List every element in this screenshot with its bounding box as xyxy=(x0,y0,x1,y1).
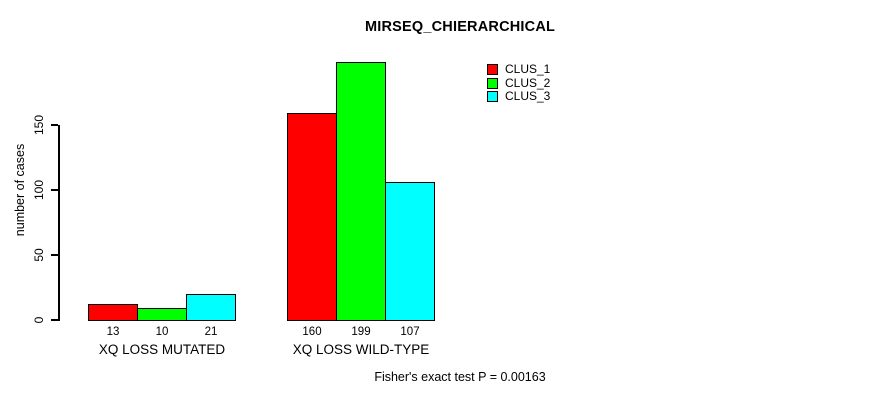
legend-label-clus1: CLUS_1 xyxy=(505,62,551,76)
bar-clus_2-mutated xyxy=(137,308,187,321)
y-tick-mark xyxy=(51,319,58,321)
legend-swatch-clus3-icon xyxy=(487,91,498,102)
bar-value-label: 160 xyxy=(302,326,322,338)
fisher-test-annotation: Fisher's exact test P = 0.00163 xyxy=(374,370,546,384)
chart-title: MIRSEQ_CHIERARCHICAL xyxy=(364,19,556,35)
legend: CLUS_1 CLUS_2 CLUS_3 xyxy=(487,62,551,105)
legend-swatch-clus1-icon xyxy=(487,64,498,75)
y-tick-label: 0 xyxy=(32,316,46,324)
bar-value-label: 107 xyxy=(400,326,420,338)
legend-item-clus3: CLUS_3 xyxy=(487,89,551,103)
y-tick-label: 150 xyxy=(32,114,46,136)
legend-label-clus3: CLUS_3 xyxy=(505,89,551,103)
legend-swatch-clus2-icon xyxy=(487,77,498,89)
y-tick-label: 100 xyxy=(32,179,46,201)
bar-clus_3-wild-type xyxy=(385,182,435,321)
bar-value-label: 21 xyxy=(204,326,218,338)
bar-value-label: 13 xyxy=(106,326,120,338)
legend-label-clus2: CLUS_2 xyxy=(505,75,551,90)
bar-value-label: 199 xyxy=(351,326,371,338)
legend-item-clus1: CLUS_1 xyxy=(487,62,551,76)
y-tick-mark xyxy=(51,189,58,191)
bar-value-label: 10 xyxy=(155,326,169,338)
legend-item-clus2: CLUS_2 xyxy=(487,75,551,90)
y-axis-line xyxy=(58,125,60,321)
bar-clus_1-wild-type xyxy=(287,113,337,321)
y-axis-label: number of cases xyxy=(13,143,27,237)
bar-clus_2-wild-type xyxy=(336,62,386,321)
bar-clus_1-mutated xyxy=(88,304,138,321)
x-category-label-wild-type: XQ LOSS WILD-TYPE xyxy=(292,342,430,357)
y-tick-mark xyxy=(51,124,58,126)
x-category-label-mutated: XQ LOSS MUTATED xyxy=(98,342,226,357)
y-tick-label: 50 xyxy=(32,248,46,262)
y-tick-mark xyxy=(51,254,58,256)
bar-clus_3-mutated xyxy=(186,294,236,321)
